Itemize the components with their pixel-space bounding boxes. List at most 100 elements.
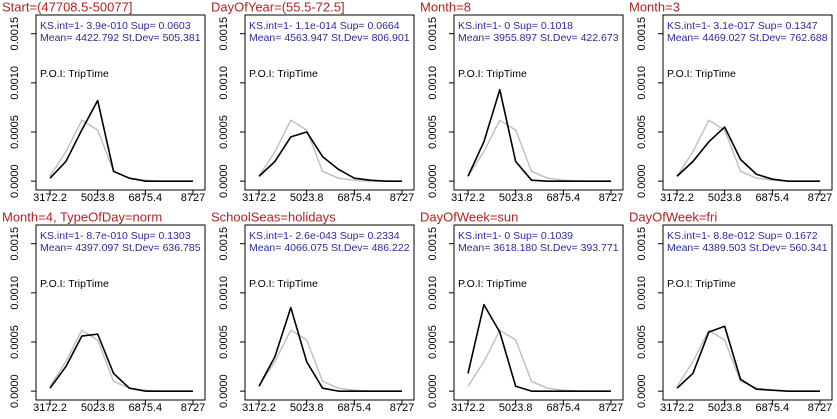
poi-text: P.O.I: TripTime [667, 68, 736, 80]
plot-box [244, 224, 415, 401]
y-tick-label: 0.0005 [427, 325, 439, 359]
x-tick-label: 6875.4 [756, 402, 790, 414]
y-tick-label: 0.0000 [9, 374, 21, 408]
series-line [467, 303, 611, 392]
x-tick-label: 5023.8 [499, 402, 533, 414]
ks-text: KS.int=1- 1.1e-014 Sup= 0.0664 [249, 20, 400, 32]
panel-title: Start=(47708.5-50077] [2, 0, 132, 14]
panel-title: Month=3 [629, 0, 680, 14]
stats-text: Mean= 4066.075 St.Dev= 486.222 [249, 242, 410, 254]
series-line [49, 329, 193, 392]
series-line [467, 329, 611, 392]
x-tick-label: 3172.2 [33, 402, 67, 414]
panel: 0.0000 0.0005 0.0010 0.0015 3172.2 5023.8 6875… [629, 0, 833, 204]
stats-text: Mean= 3618.180 St.Dev= 393.771 [458, 242, 619, 254]
plot-box [244, 14, 415, 191]
x-tick-label: 5023.8 [290, 192, 324, 204]
y-tick-label: 0.0000 [218, 374, 230, 408]
poi-text: P.O.I: TripTime [40, 278, 109, 290]
ks-text: KS.int=1- 2.6e-043 Sup= 0.2334 [249, 230, 400, 242]
x-tick-label: 8727 [599, 192, 623, 204]
stats-text: Mean= 4397.097 St.Dev= 636.785 [40, 242, 201, 254]
ks-text: KS.int=1- 8.8e-012 Sup= 0.1672 [667, 230, 818, 242]
x-tick-label: 8727 [808, 402, 832, 414]
series-line [467, 119, 611, 182]
x-tick-label: 8727 [390, 192, 414, 204]
x-tick-label: 6875.4 [129, 192, 163, 204]
panel-title: Month=8 [420, 0, 471, 14]
stats-text: Mean= 4422.792 St.Dev= 505.381 [40, 32, 201, 44]
x-tick-label: 5023.8 [708, 402, 742, 414]
series-line [676, 119, 820, 182]
ks-text: KS.int=1- 3.1e-017 Sup= 0.1347 [667, 20, 818, 32]
series-line [676, 325, 820, 392]
y-tick-label: 0.0010 [427, 66, 439, 100]
y-tick-label: 0.0000 [636, 374, 648, 408]
panel: 0.0000 0.0005 0.0010 0.0015 3172.2 5023.8 6875… [211, 0, 415, 204]
plot-box [662, 224, 833, 401]
x-tick-label: 5023.8 [81, 402, 115, 414]
y-tick-label: 0.0015 [218, 227, 230, 261]
panel: 0.0000 0.0005 0.0010 0.0015 3172.2 5023.8 6875… [629, 209, 833, 414]
panel: 0.0000 0.0005 0.0010 0.0015 3172.2 5023.8 6875… [2, 209, 206, 414]
x-tick-label: 3172.2 [451, 192, 485, 204]
panel: 0.0000 0.0005 0.0010 0.0015 3172.2 5023.8 6875… [420, 0, 624, 204]
x-tick-label: 6875.4 [547, 192, 581, 204]
x-tick-label: 3172.2 [242, 402, 276, 414]
panel: 0.0000 0.0005 0.0010 0.0015 3172.2 5023.8 6875… [420, 210, 624, 414]
ks-text: KS.int=1- 0 Sup= 0.1039 [458, 230, 573, 242]
plot-box [453, 224, 624, 401]
y-tick-label: 0.0010 [427, 276, 439, 310]
y-tick-label: 0.0015 [636, 227, 648, 261]
poi-text: P.O.I: TripTime [458, 68, 527, 80]
ks-text: KS.int=1- 3.9e-010 Sup= 0.0603 [40, 20, 191, 32]
panel-title: DayOfWeek=fri [629, 209, 717, 224]
ks-text: KS.int=1- 0 Sup= 0.1018 [458, 20, 573, 32]
panel-title: SchoolSeas=holidays [211, 209, 336, 224]
stats-text: Mean= 4469.027 St.Dev= 762.688 [667, 32, 828, 44]
y-tick-label: 0.0000 [427, 164, 439, 198]
plot-box [35, 224, 206, 401]
x-tick-label: 6875.4 [129, 402, 163, 414]
poi-text: P.O.I: TripTime [40, 68, 109, 80]
stats-text: Mean= 3955.897 St.Dev= 422.673 [458, 32, 619, 44]
series-line [49, 99, 193, 182]
y-tick-label: 0.0005 [9, 325, 21, 359]
y-tick-label: 0.0005 [636, 115, 648, 149]
series-line [258, 119, 402, 182]
y-tick-label: 0.0010 [636, 66, 648, 100]
x-tick-label: 3172.2 [660, 402, 694, 414]
y-tick-label: 0.0005 [427, 115, 439, 149]
x-tick-label: 6875.4 [338, 402, 372, 414]
y-tick-label: 0.0010 [9, 276, 21, 310]
y-tick-label: 0.0015 [9, 227, 21, 261]
y-tick-label: 0.0010 [218, 66, 230, 100]
stats-text: Mean= 4389.503 St.Dev= 560.341 [667, 242, 828, 254]
x-tick-label: 3172.2 [242, 192, 276, 204]
x-tick-label: 6875.4 [338, 192, 372, 204]
panel-title: Month=4, TypeOfDay=norm [2, 209, 162, 224]
y-tick-label: 0.0005 [218, 115, 230, 149]
y-tick-label: 0.0000 [218, 164, 230, 198]
poi-text: P.O.I: TripTime [249, 278, 318, 290]
y-tick-label: 0.0015 [636, 17, 648, 51]
x-tick-label: 5023.8 [290, 402, 324, 414]
panel-title: DayOfYear=(55.5-72.5] [211, 0, 345, 14]
x-tick-label: 6875.4 [547, 402, 581, 414]
y-tick-label: 0.0010 [218, 276, 230, 310]
plot-box [453, 14, 624, 191]
y-tick-label: 0.0015 [427, 227, 439, 261]
y-tick-label: 0.0015 [218, 17, 230, 51]
poi-text: P.O.I: TripTime [458, 278, 527, 290]
y-tick-label: 0.0015 [9, 17, 21, 51]
ks-text: KS.int=1- 8.7e-010 Sup= 0.1303 [40, 230, 191, 242]
panel: 0.0000 0.0005 0.0010 0.0015 3172.2 5023.8 6875… [2, 0, 206, 204]
y-tick-label: 0.0005 [218, 325, 230, 359]
y-tick-label: 0.0015 [427, 17, 439, 51]
y-tick-label: 0.0005 [9, 115, 21, 149]
series-line [258, 131, 402, 182]
y-tick-label: 0.0000 [636, 164, 648, 198]
x-tick-label: 8727 [599, 402, 623, 414]
x-tick-label: 3172.2 [33, 192, 67, 204]
